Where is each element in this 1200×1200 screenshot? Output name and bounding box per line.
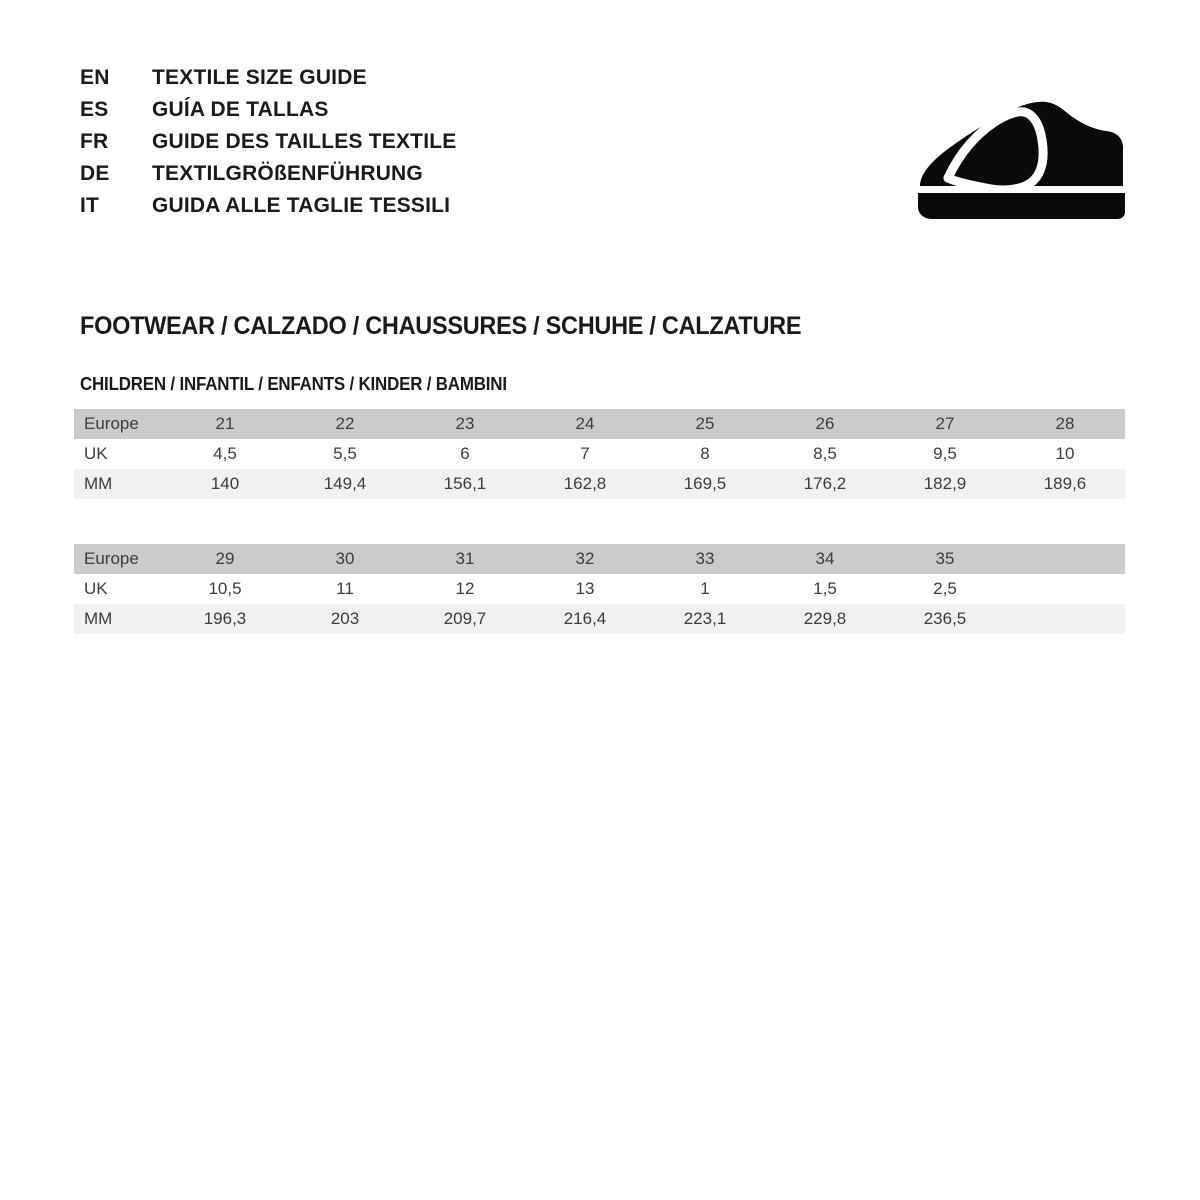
table-row: UK 4,5 5,5 6 7 8 8,5 9,5 10 bbox=[74, 439, 1125, 469]
table-cell: 10,5 bbox=[165, 574, 285, 604]
table-cell: 182,9 bbox=[885, 469, 1005, 499]
language-code-es: ES bbox=[80, 98, 109, 121]
table-cell: 13 bbox=[525, 574, 645, 604]
table-cell: 34 bbox=[765, 544, 885, 574]
language-row: FR GUIDE DES TAILLES TEXTILE bbox=[80, 126, 456, 158]
table-cell: 203 bbox=[285, 604, 405, 634]
table-cell: 8 bbox=[645, 439, 765, 469]
table-cell: 1,5 bbox=[765, 574, 885, 604]
size-table-children-small: Europe 21 22 23 24 25 26 27 28 UK 4,5 5,… bbox=[74, 409, 1125, 499]
row-label-europe: Europe bbox=[74, 544, 165, 574]
language-row: IT GUIDA ALLE TAGLIE TESSILI bbox=[80, 190, 456, 222]
language-code-de: DE bbox=[80, 162, 110, 185]
table-cell: 30 bbox=[285, 544, 405, 574]
header-block: EN TEXTILE SIZE GUIDE ES GUÍA DE TALLAS … bbox=[74, 62, 1134, 232]
language-title-list: EN TEXTILE SIZE GUIDE ES GUÍA DE TALLAS … bbox=[80, 62, 456, 222]
table-cell: 149,4 bbox=[285, 469, 405, 499]
table-cell: 5,5 bbox=[285, 439, 405, 469]
section-title-footwear: FOOTWEAR / CALZADO / CHAUSSURES / SCHUHE… bbox=[80, 312, 802, 340]
table-cell: 22 bbox=[285, 409, 405, 439]
guide-title-fr: GUIDE DES TAILLES TEXTILE bbox=[152, 130, 457, 153]
language-row: DE TEXTILGRÖßENFÜHRUNG bbox=[80, 158, 456, 190]
table-cell: 236,5 bbox=[885, 604, 1005, 634]
table-cell: 28 bbox=[1005, 409, 1125, 439]
table-cell: 140 bbox=[165, 469, 285, 499]
table-cell: 11 bbox=[285, 574, 405, 604]
language-row: EN TEXTILE SIZE GUIDE bbox=[80, 62, 456, 94]
table-cell: 2,5 bbox=[885, 574, 1005, 604]
row-label-europe: Europe bbox=[74, 409, 165, 439]
table-cell: 189,6 bbox=[1005, 469, 1125, 499]
guide-title-en: TEXTILE SIZE GUIDE bbox=[152, 66, 367, 89]
table-cell: 31 bbox=[405, 544, 525, 574]
language-code-en: EN bbox=[80, 66, 110, 89]
table-cell: 1 bbox=[645, 574, 765, 604]
table-cell: 35 bbox=[885, 544, 1005, 574]
table-cell: 216,4 bbox=[525, 604, 645, 634]
table-cell: 196,3 bbox=[165, 604, 285, 634]
table-cell: 26 bbox=[765, 409, 885, 439]
table-cell: 12 bbox=[405, 574, 525, 604]
table-cell: 6 bbox=[405, 439, 525, 469]
table-cell: 8,5 bbox=[765, 439, 885, 469]
table-row: Europe 29 30 31 32 33 34 35 bbox=[74, 544, 1125, 574]
row-label-mm: MM bbox=[74, 469, 165, 499]
table-cell-empty bbox=[1005, 574, 1125, 604]
table-cell: 10 bbox=[1005, 439, 1125, 469]
table-cell: 23 bbox=[405, 409, 525, 439]
language-code-it: IT bbox=[80, 194, 100, 217]
table-row: MM 196,3 203 209,7 216,4 223,1 229,8 236… bbox=[74, 604, 1125, 634]
table-cell: 176,2 bbox=[765, 469, 885, 499]
table-cell: 169,5 bbox=[645, 469, 765, 499]
language-code-fr: FR bbox=[80, 130, 109, 153]
table-cell: 21 bbox=[165, 409, 285, 439]
table-cell: 4,5 bbox=[165, 439, 285, 469]
table-cell: 27 bbox=[885, 409, 1005, 439]
shoe-icon bbox=[912, 74, 1134, 224]
table-cell: 229,8 bbox=[765, 604, 885, 634]
row-label-mm: MM bbox=[74, 604, 165, 634]
table-cell: 25 bbox=[645, 409, 765, 439]
table-cell: 209,7 bbox=[405, 604, 525, 634]
table-cell: 24 bbox=[525, 409, 645, 439]
subsection-title-children: CHILDREN / INFANTIL / ENFANTS / KINDER /… bbox=[80, 374, 507, 394]
table-cell: 223,1 bbox=[645, 604, 765, 634]
guide-title-es: GUÍA DE TALLAS bbox=[152, 98, 329, 121]
size-table-children-large: Europe 29 30 31 32 33 34 35 UK 10,5 11 1… bbox=[74, 544, 1125, 634]
table-cell: 7 bbox=[525, 439, 645, 469]
guide-title-it: GUIDA ALLE TAGLIE TESSILI bbox=[152, 194, 451, 217]
language-row: ES GUÍA DE TALLAS bbox=[80, 94, 456, 126]
table-row: UK 10,5 11 12 13 1 1,5 2,5 bbox=[74, 574, 1125, 604]
table-cell-empty bbox=[1005, 604, 1125, 634]
table-cell: 32 bbox=[525, 544, 645, 574]
table-row: Europe 21 22 23 24 25 26 27 28 bbox=[74, 409, 1125, 439]
table-cell-empty bbox=[1005, 544, 1125, 574]
table-row: MM 140 149,4 156,1 162,8 169,5 176,2 182… bbox=[74, 469, 1125, 499]
row-label-uk: UK bbox=[74, 574, 165, 604]
table-cell: 156,1 bbox=[405, 469, 525, 499]
row-label-uk: UK bbox=[74, 439, 165, 469]
table-cell: 162,8 bbox=[525, 469, 645, 499]
table-cell: 9,5 bbox=[885, 439, 1005, 469]
table-cell: 33 bbox=[645, 544, 765, 574]
table-cell: 29 bbox=[165, 544, 285, 574]
guide-title-de: TEXTILGRÖßENFÜHRUNG bbox=[152, 162, 423, 185]
